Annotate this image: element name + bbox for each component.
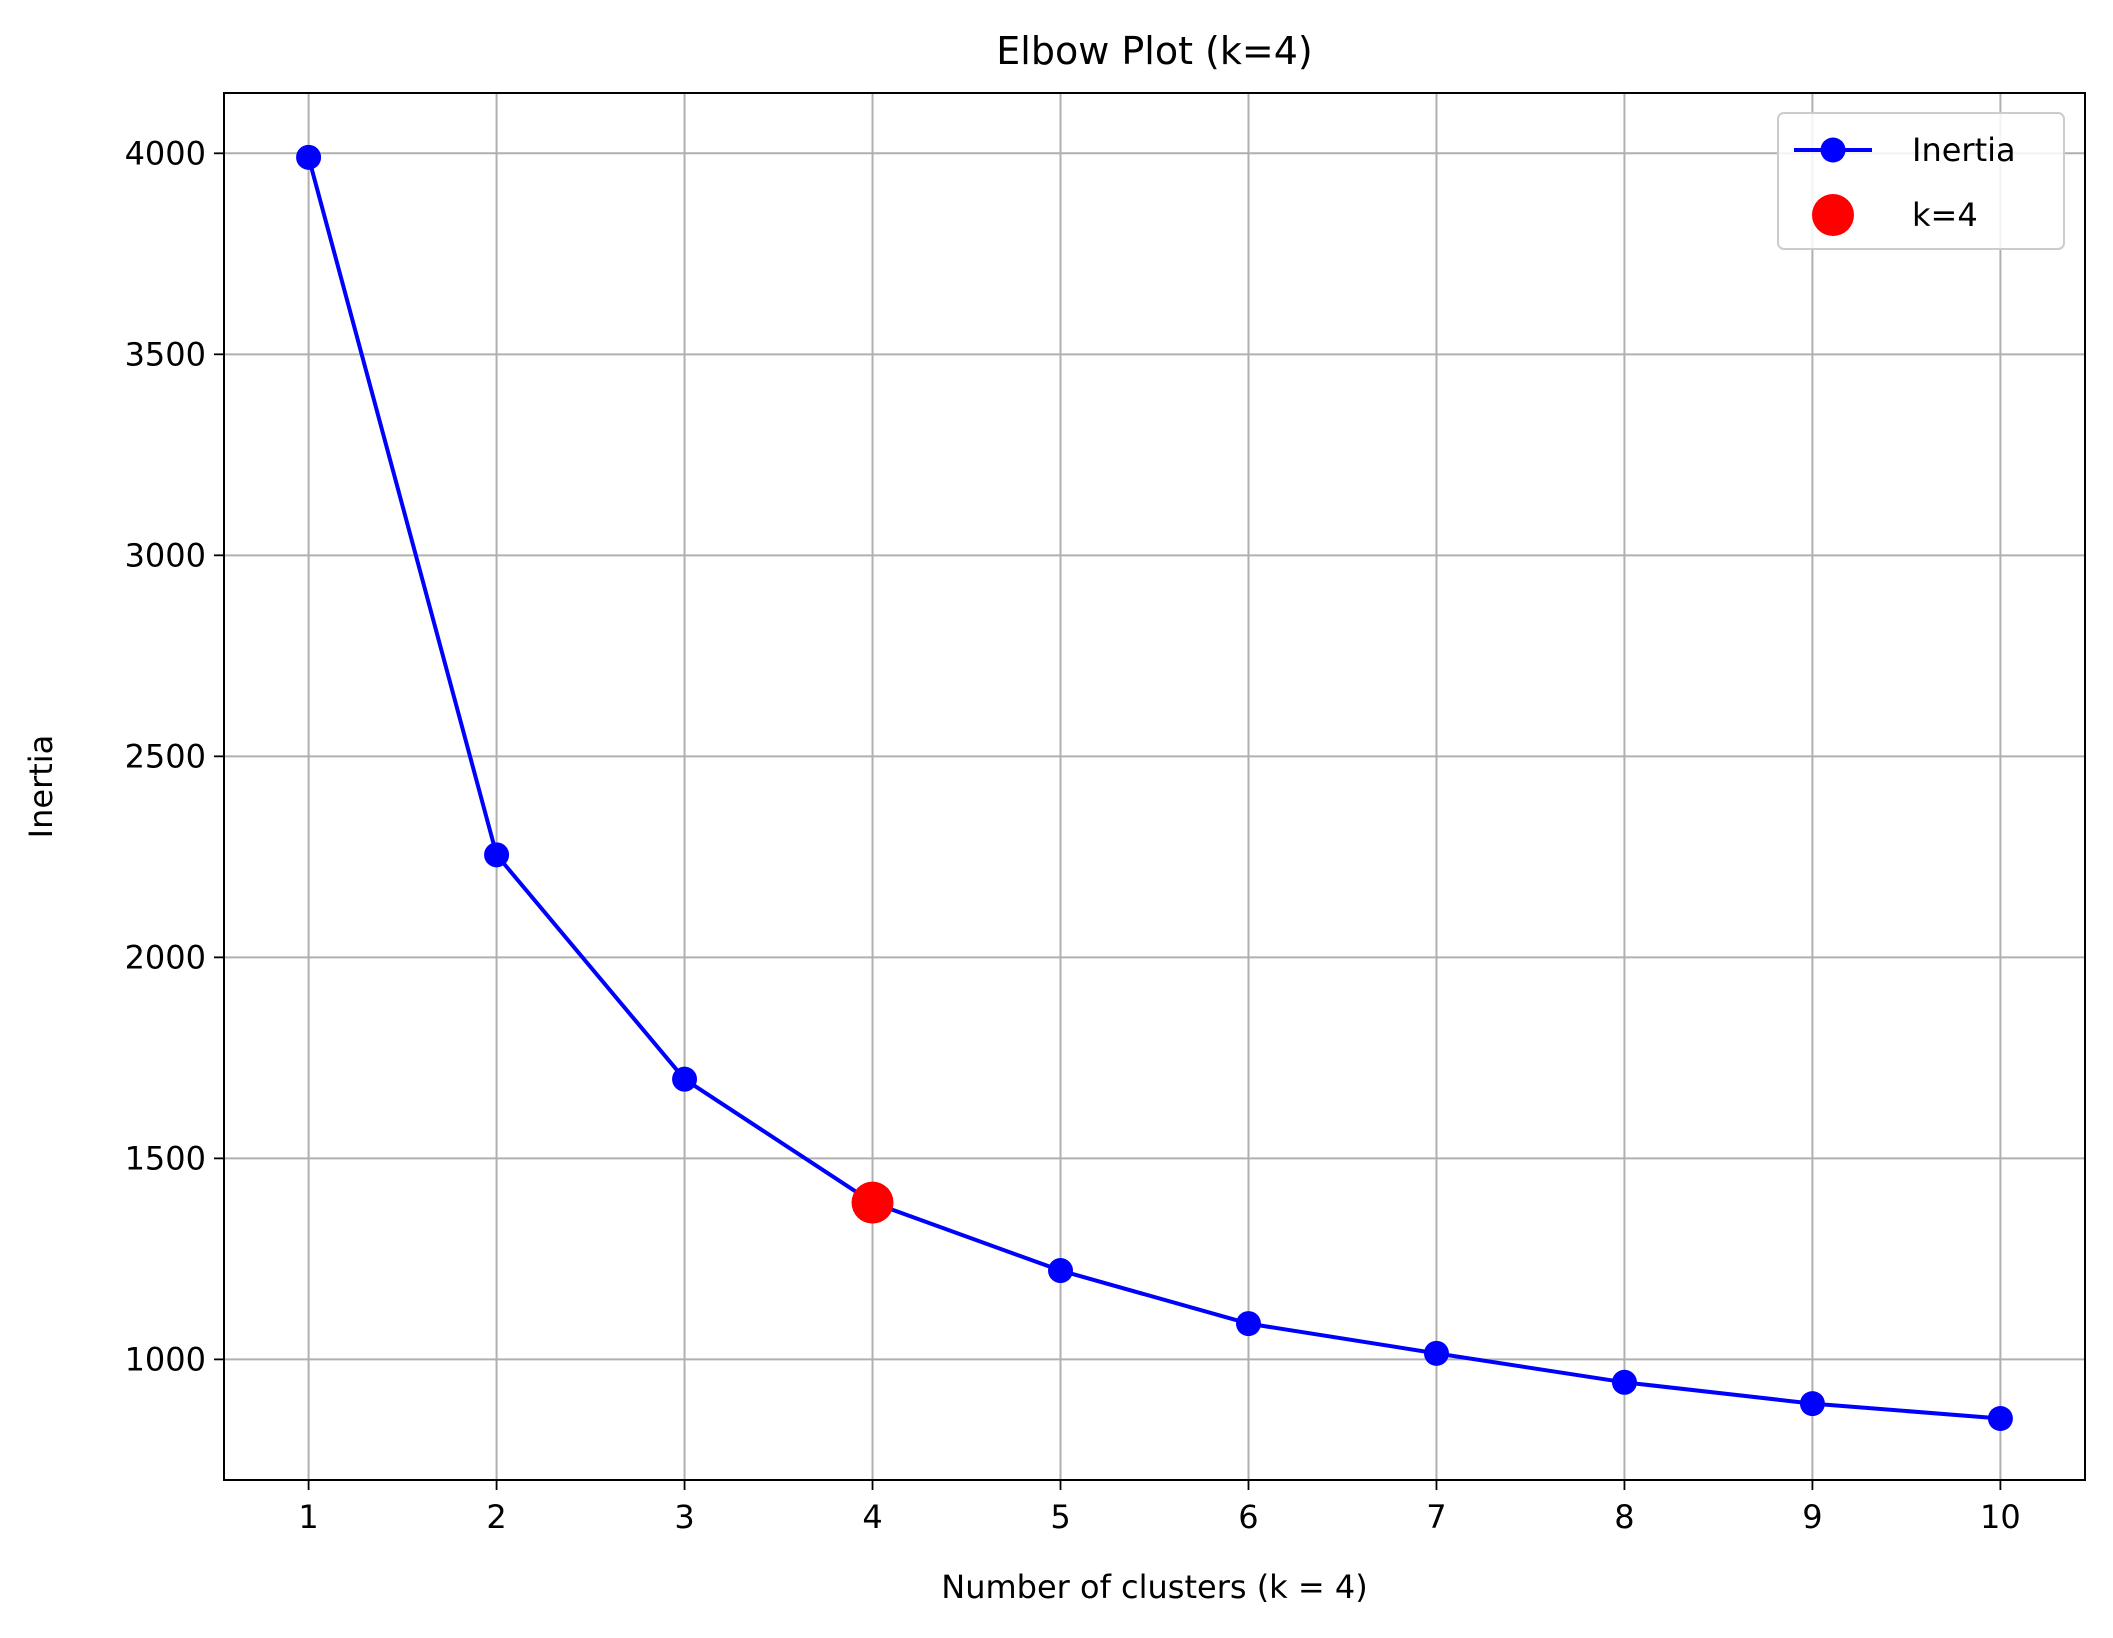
y-tick-label: 3000 xyxy=(125,536,206,574)
inertia-point xyxy=(1423,1340,1449,1366)
inertia-point xyxy=(672,1066,698,1092)
y-tick-label: 2000 xyxy=(125,938,206,976)
inertia-point xyxy=(296,144,322,170)
legend-inertia-label: Inertia xyxy=(1912,131,2016,169)
plot-frame xyxy=(223,92,2086,1481)
x-tick-label: 5 xyxy=(1050,1498,1070,1536)
inertia-point xyxy=(1235,1311,1261,1337)
y-tick-label: 4000 xyxy=(125,134,206,172)
chart-title: Elbow Plot (k=4) xyxy=(996,29,1312,73)
y-tick-label: 3500 xyxy=(125,335,206,373)
y-axis-label: Inertia xyxy=(22,735,60,839)
y-tick-label: 1000 xyxy=(125,1340,206,1378)
inertia-point xyxy=(1987,1405,2013,1431)
legend-k4-label: k=4 xyxy=(1912,196,1978,234)
inertia-point xyxy=(484,842,510,868)
x-axis-label: Number of clusters (k = 4) xyxy=(941,1568,1367,1606)
legend-inertia-marker xyxy=(1820,137,1846,163)
axis-ticks: 1 2 3 4 5 6 7 8 9 10 1000 1500 2000 2500 3000 3500 4000 xyxy=(125,134,2021,1536)
x-tick-label: 1 xyxy=(298,1498,318,1536)
x-tick-label: 4 xyxy=(862,1498,882,1536)
x-tick-label: 9 xyxy=(1802,1498,1822,1536)
x-tick-label: 2 xyxy=(486,1498,506,1536)
inertia-series xyxy=(296,144,2013,1431)
x-tick-label: 10 xyxy=(1980,1498,2021,1536)
k4-highlight-point xyxy=(851,1181,894,1224)
x-tick-label: 7 xyxy=(1426,1498,1446,1536)
y-tick-label: 2500 xyxy=(125,737,206,775)
grid-lines xyxy=(224,93,2085,1480)
legend-k4-marker xyxy=(1812,194,1854,236)
x-tick-label: 6 xyxy=(1238,1498,1258,1536)
y-tick-label: 1500 xyxy=(125,1139,206,1177)
x-tick-label: 8 xyxy=(1614,1498,1634,1536)
x-tick-label: 3 xyxy=(674,1498,694,1536)
inertia-line xyxy=(306,156,2001,1421)
legend: Inertia k=4 xyxy=(1777,112,2065,250)
inertia-point xyxy=(1048,1258,1074,1284)
inertia-point xyxy=(1799,1391,1825,1417)
inertia-point xyxy=(1611,1369,1637,1395)
